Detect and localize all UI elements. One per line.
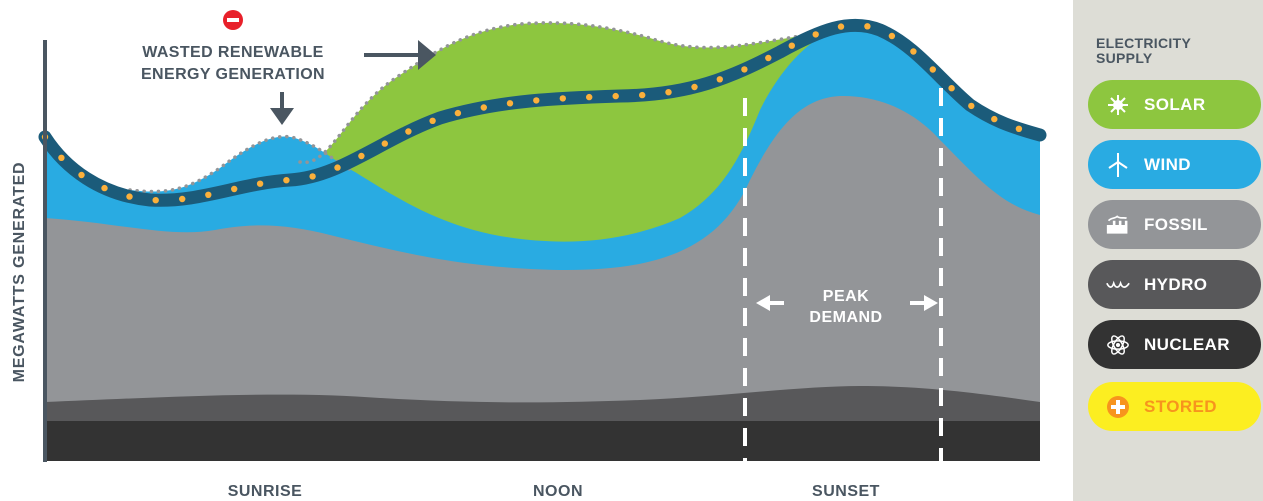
minus-circle-icon bbox=[223, 10, 243, 30]
plus-circle-icon bbox=[1106, 395, 1130, 419]
legend-item-hydro: HYDRO bbox=[1088, 260, 1261, 309]
demand-dot bbox=[765, 54, 772, 62]
arrow-left-icon bbox=[756, 295, 784, 311]
legend-item-wind: WIND bbox=[1088, 140, 1261, 189]
peak-annotation-line1: PEAK bbox=[823, 288, 869, 305]
demand-dot bbox=[454, 109, 462, 117]
demand-dot bbox=[334, 164, 341, 171]
wasted-annotation-line1: WASTED RENEWABLE bbox=[142, 44, 324, 61]
demand-dot bbox=[559, 95, 566, 102]
demand-dot bbox=[58, 154, 65, 161]
wasted-generation-outline bbox=[128, 21, 802, 194]
water-wave-icon bbox=[1106, 273, 1130, 297]
factory-icon bbox=[1106, 213, 1130, 237]
demand-dot bbox=[309, 173, 316, 180]
demand-dot bbox=[283, 177, 290, 184]
y-axis-label: MEGAWATTS GENERATED bbox=[11, 162, 28, 383]
demand-dot bbox=[837, 23, 845, 30]
legend-label-fossil: FOSSIL bbox=[1144, 214, 1208, 234]
demand-dot bbox=[612, 92, 619, 100]
demand-dot bbox=[533, 97, 540, 104]
demand-dot bbox=[152, 197, 159, 204]
legend-label-solar: SOLAR bbox=[1144, 94, 1206, 114]
atom-icon bbox=[1106, 333, 1130, 357]
wind-turbine-icon bbox=[1106, 152, 1130, 177]
arrow-right-icon bbox=[364, 40, 436, 70]
demand-dot bbox=[101, 184, 108, 192]
demand-dot bbox=[179, 195, 186, 203]
demand-dot bbox=[812, 31, 819, 38]
demand-dot bbox=[639, 91, 646, 99]
demand-dot bbox=[948, 85, 955, 92]
x-label-sunrise: SUNRISE bbox=[228, 483, 303, 500]
demand-dot bbox=[968, 102, 975, 110]
demand-dot bbox=[506, 100, 514, 107]
nuclear-area bbox=[45, 421, 1040, 461]
demand-dot bbox=[1015, 125, 1023, 132]
legend-item-fossil: FOSSIL bbox=[1088, 200, 1261, 249]
demand-dot bbox=[888, 32, 896, 40]
demand-dot bbox=[429, 117, 436, 125]
legend-label-hydro: HYDRO bbox=[1144, 274, 1208, 294]
demand-dot bbox=[691, 83, 698, 91]
demand-dot bbox=[480, 104, 487, 111]
demand-dot bbox=[991, 115, 998, 123]
demand-dot bbox=[910, 48, 917, 55]
legend-item-stored: STORED bbox=[1088, 382, 1261, 431]
demand-dot bbox=[231, 185, 238, 193]
legend-label-wind: WIND bbox=[1144, 154, 1191, 174]
demand-dot bbox=[716, 76, 723, 83]
x-label-sunset: SUNSET bbox=[812, 483, 880, 500]
demand-dot bbox=[864, 23, 871, 30]
legend-title: ELECTRICITY SUPPLY bbox=[1096, 35, 1191, 66]
demand-dot bbox=[665, 89, 672, 96]
legend-panel: ELECTRICITY SUPPLY SOLAR WIND FOSSIL HYD… bbox=[1073, 0, 1263, 501]
demand-dot bbox=[788, 42, 795, 49]
sun-icon bbox=[1106, 93, 1130, 117]
demand-dot bbox=[586, 93, 593, 101]
arrow-down-icon bbox=[270, 92, 294, 125]
energy-supply-chart: MEGAWATTS GENERATED SUNRISE NOON SUNSET … bbox=[11, 10, 1047, 501]
peak-annotation-line2: DEMAND bbox=[809, 309, 882, 326]
demand-dot bbox=[405, 128, 412, 135]
demand-dot bbox=[381, 140, 388, 147]
arrow-right-icon bbox=[910, 295, 938, 311]
wasted-annotation-line2: ENERGY GENERATION bbox=[141, 66, 325, 83]
legend-label-nuclear: NUCLEAR bbox=[1144, 334, 1230, 354]
x-label-noon: NOON bbox=[533, 483, 583, 500]
chart-bottom-fill bbox=[45, 461, 1040, 501]
demand-dot bbox=[205, 191, 212, 198]
demand-dot bbox=[78, 171, 85, 179]
demand-dot bbox=[256, 180, 264, 187]
demand-dot bbox=[929, 66, 936, 73]
demand-dot bbox=[126, 193, 133, 200]
demand-dot bbox=[358, 152, 365, 160]
legend-item-solar: SOLAR bbox=[1088, 80, 1261, 129]
legend-label-stored: STORED bbox=[1144, 396, 1217, 416]
legend-item-nuclear: NUCLEAR bbox=[1088, 320, 1261, 369]
demand-dot bbox=[741, 66, 748, 73]
